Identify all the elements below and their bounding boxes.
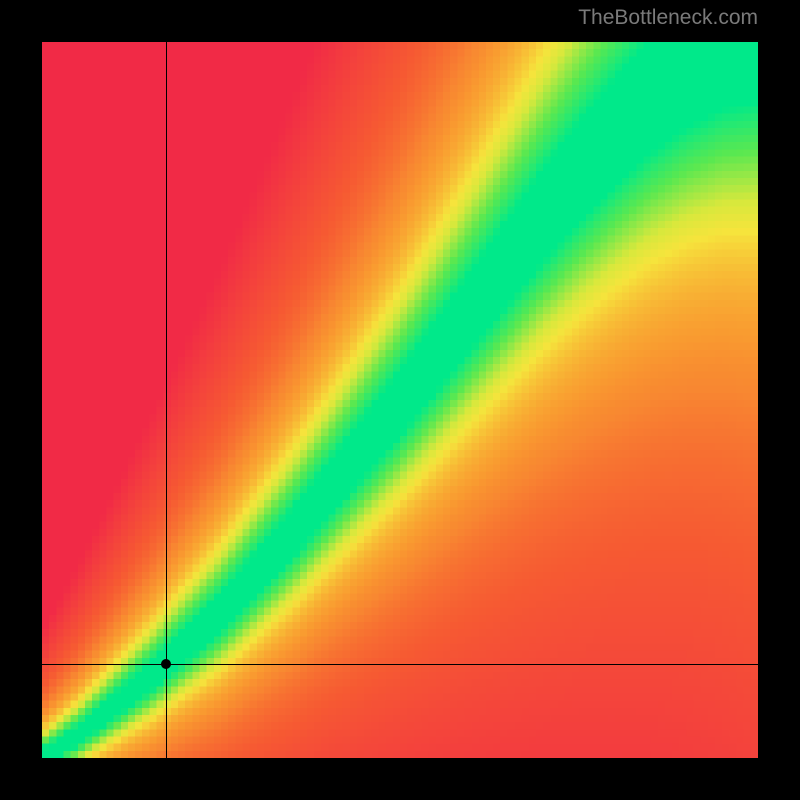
- crosshair-marker: [161, 659, 171, 669]
- plot-area: [42, 42, 758, 758]
- crosshair-vertical: [166, 42, 167, 758]
- crosshair-horizontal: [42, 664, 758, 665]
- heatmap-canvas: [42, 42, 758, 758]
- watermark-text: TheBottleneck.com: [578, 6, 758, 30]
